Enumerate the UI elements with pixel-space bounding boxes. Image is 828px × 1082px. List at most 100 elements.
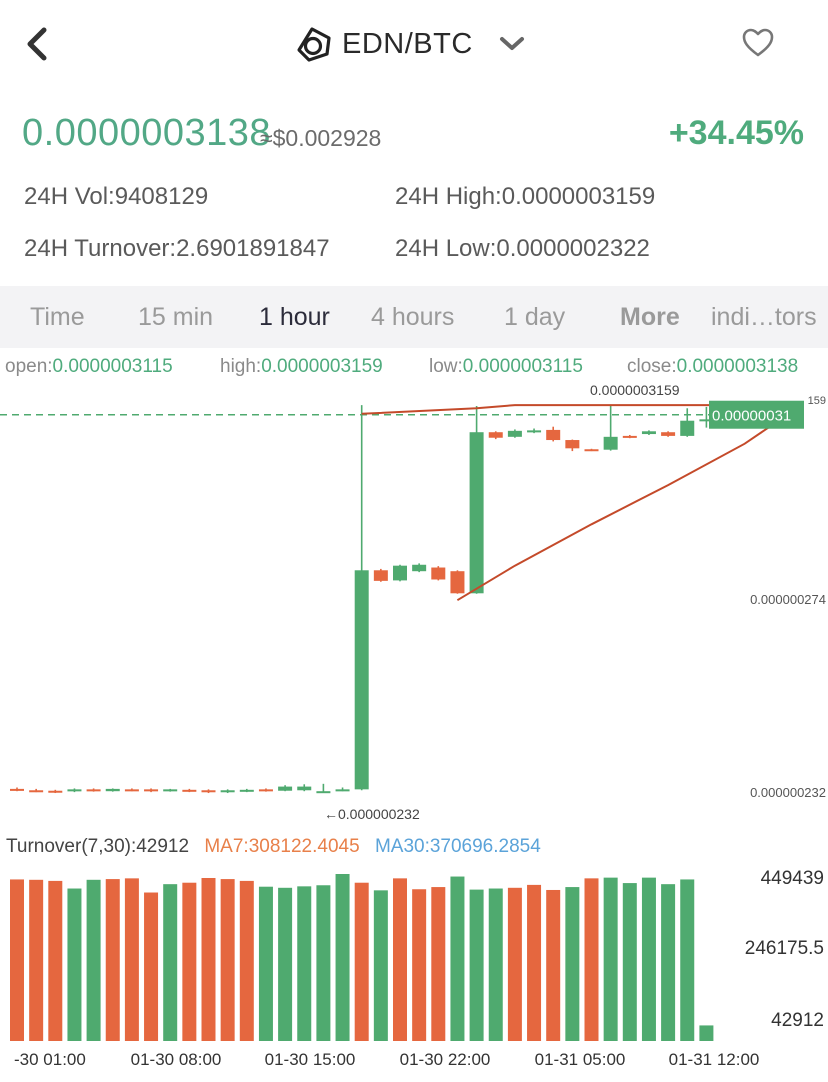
current-price-tag-label: 0.00000031	[712, 408, 791, 425]
candle-body	[661, 432, 676, 436]
candle-body	[297, 786, 312, 791]
candle-body	[163, 789, 178, 792]
ohlc-value: 0.0000003138	[676, 356, 799, 377]
candle-body	[412, 564, 427, 572]
stat-value: 0.0000002322	[496, 235, 650, 262]
back-button[interactable]	[20, 22, 60, 66]
candle-body	[469, 432, 484, 594]
turnover-bar	[565, 887, 580, 1041]
turnover-legend: Turnover(7,30):42912 MA7:308122.4045 MA3…	[6, 836, 541, 858]
turnover-bar	[546, 889, 561, 1041]
candle-body	[603, 436, 618, 450]
turnover-bar	[105, 879, 120, 1041]
turnover-bar	[412, 889, 427, 1041]
ohlc-label: close:	[627, 356, 677, 377]
current-price-tag	[709, 400, 804, 429]
turnover-bar	[201, 877, 216, 1041]
ohlc-value: 0.0000003115	[52, 356, 173, 377]
candle-body	[10, 788, 24, 791]
turnover-bar	[297, 886, 312, 1041]
volume-y-tick-label: 246175.5	[745, 938, 824, 959]
turnover-bar	[10, 879, 24, 1041]
stat-24h-high: 24H High:0.0000003159	[395, 183, 655, 211]
turnover-bar	[622, 883, 637, 1041]
candle-body	[354, 570, 369, 790]
chevron-down-icon[interactable]	[499, 36, 525, 52]
tab-1hour[interactable]: 1 hour	[259, 303, 330, 331]
candlestick-chart[interactable]: 0.000000274 0.000000232 159 0.0000003159 ←0.…	[0, 380, 828, 830]
candle-body	[258, 789, 273, 792]
turnover-bar	[220, 879, 235, 1041]
candle-body	[488, 432, 503, 438]
price-change-percent: +34.45%	[668, 114, 804, 152]
candle-body	[67, 789, 82, 792]
favorite-button[interactable]	[742, 28, 774, 63]
pair-selector[interactable]: EDN/BTC	[294, 22, 525, 66]
candle-body	[144, 789, 159, 792]
tab-indicators[interactable]: indi…tors	[711, 303, 817, 331]
candle-body	[86, 789, 101, 792]
turnover-bar	[373, 890, 388, 1041]
ma-top-line	[361, 404, 783, 415]
turnover-bar-chart[interactable]: 449439 246175.5 42912 -30 01:00 01-30 08:00 0…	[0, 860, 828, 1082]
y-tick-label: 0.000000232	[750, 785, 826, 800]
tab-time[interactable]: Time	[30, 303, 85, 331]
stat-value: 0.0000003159	[501, 183, 656, 210]
turnover-bar	[239, 880, 254, 1041]
candle-body	[124, 789, 139, 792]
candle-body	[220, 790, 235, 793]
turnover-bar	[67, 888, 82, 1041]
volume-y-tick-label: 42912	[771, 1010, 824, 1031]
turnover-legend-ma30: MA30:370696.2854	[374, 836, 541, 857]
usd-price: ≈$0.002928	[260, 125, 382, 151]
candle-body	[393, 565, 407, 581]
y-tick-label: 0.000000274	[750, 592, 826, 607]
turnover-bar	[527, 884, 542, 1041]
turnover-bar	[603, 877, 618, 1041]
tab-4hours[interactable]: 4 hours	[371, 303, 455, 331]
ma-line	[456, 412, 790, 602]
turnover-bar	[335, 874, 350, 1041]
candle-body	[278, 786, 293, 791]
stat-label: 24H Low:	[395, 235, 497, 262]
candle-body	[182, 789, 197, 792]
turnover-bar	[316, 885, 331, 1041]
turnover-bar	[124, 878, 139, 1041]
turnover-bar	[507, 887, 522, 1041]
turnover-legend-main: Turnover(7,30):42912	[6, 836, 190, 857]
candle-body	[105, 788, 120, 792]
tab-more[interactable]: More	[620, 303, 680, 331]
turnover-legend-ma7: MA7:308122.4045	[204, 836, 360, 857]
x-tick-label: 01-30 15:00	[265, 1050, 356, 1069]
candle-body	[201, 790, 216, 793]
edn-logo-icon	[297, 27, 331, 62]
stat-24h-low: 24H Low:0.0000002322	[395, 235, 650, 263]
stat-24h-vol: 24H Vol:9408129	[24, 183, 208, 211]
turnover-bar	[584, 878, 599, 1041]
interval-tab-bar: Time 15 min 1 hour 4 hours 1 day More in…	[0, 286, 828, 348]
ohlc-high: high:0.0000003159	[220, 356, 383, 378]
candle-body	[699, 419, 714, 422]
turnover-bar	[48, 880, 63, 1041]
candle-body	[507, 430, 522, 437]
turnover-bar	[393, 878, 407, 1041]
tab-15min[interactable]: 15 min	[138, 303, 214, 331]
ohlc-value: 0.0000003115	[462, 356, 583, 377]
turnover-bar	[699, 1025, 714, 1041]
chevron-left-icon	[27, 27, 47, 61]
turnover-bar	[431, 887, 446, 1041]
candle-body	[641, 431, 656, 435]
min-price-marker: ←0.000000232	[324, 806, 420, 822]
tab-1day[interactable]: 1 day	[504, 303, 566, 331]
candle-body	[450, 571, 465, 594]
candle-body	[373, 570, 388, 581]
stat-label: 24H High:	[395, 183, 502, 210]
x-tick-label: 01-30 08:00	[131, 1050, 222, 1069]
turnover-bar	[641, 877, 656, 1041]
stat-value: 9408129	[114, 183, 209, 210]
x-tick-label: 01-31 12:00	[669, 1050, 760, 1069]
turnover-bar	[258, 886, 273, 1041]
turnover-bar	[450, 876, 465, 1041]
ohlc-close: close:0.0000003138	[627, 356, 798, 378]
pair-title: EDN/BTC	[342, 27, 473, 60]
